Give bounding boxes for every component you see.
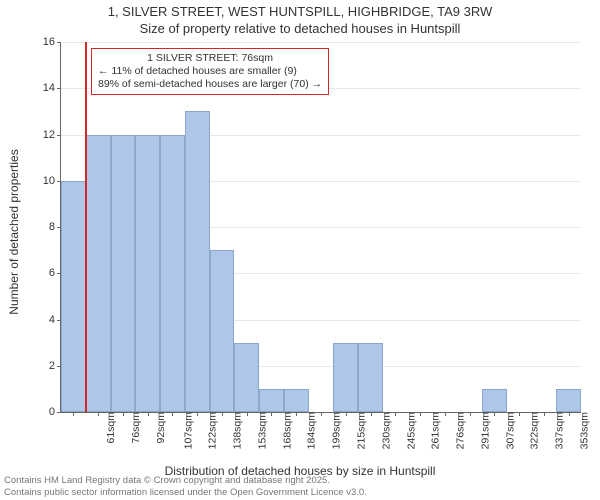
histogram-bar [284,389,309,412]
x-tick-label: 138sqm [228,412,244,449]
x-tick-mark [172,412,173,416]
y-tick-label: 8 [49,221,61,233]
x-tick-mark [197,412,198,416]
x-tick-label: 92sqm [151,412,167,444]
chart-titles: 1, SILVER STREET, WEST HUNTSPILL, HIGHBR… [0,0,600,38]
footer: Contains HM Land Registry data © Crown c… [0,473,600,500]
x-tick-mark [123,412,124,416]
x-tick-mark [271,412,272,416]
y-tick-label: 6 [49,267,61,279]
annotation-box: 1 SILVER STREET: 76sqm ← 11% of detached… [91,48,329,95]
x-tick-label: 61sqm [101,412,117,444]
annotation-line3: 89% of semi-detached houses are larger (… [98,78,322,91]
x-tick-label: 168sqm [277,412,293,449]
x-tick-label: 199sqm [327,412,343,449]
property-marker-line [85,42,87,412]
x-tick-mark [494,412,495,416]
x-tick-label: 230sqm [376,412,392,449]
plot-area: 024681012141661sqm76sqm92sqm107sqm122sqm… [60,42,581,413]
x-tick-label: 122sqm [203,412,219,449]
histogram-bar [86,135,111,413]
title-address: 1, SILVER STREET, WEST HUNTSPILL, HIGHBR… [0,4,600,21]
histogram-bar [333,343,358,412]
histogram-bar [160,135,185,413]
x-tick-mark [371,412,372,416]
footer-line1: Contains HM Land Registry data © Crown c… [4,475,596,486]
x-tick-mark [98,412,99,416]
histogram-bar [61,181,86,412]
y-tick-label: 16 [43,36,61,48]
chart-container: 1, SILVER STREET, WEST HUNTSPILL, HIGHBR… [0,0,600,500]
histogram-bar [135,135,160,413]
x-tick-label: 307sqm [500,412,516,449]
y-tick-label: 12 [43,129,61,141]
x-tick-label: 76sqm [126,412,142,444]
histogram-bar [185,111,210,412]
histogram-bar [259,389,284,412]
footer-line2: Contains public sector information licen… [4,487,596,498]
y-axis-label: Number of detached properties [7,149,21,314]
x-tick-mark [73,412,74,416]
x-tick-label: 153sqm [253,412,269,449]
y-tick-label: 0 [49,406,61,418]
x-tick-label: 215sqm [352,412,368,449]
histogram-bar [234,343,259,412]
x-tick-mark [222,412,223,416]
x-tick-mark [519,412,520,416]
x-tick-label: 353sqm [575,412,591,449]
x-tick-mark [321,412,322,416]
histogram-bar [482,389,507,412]
x-tick-mark [544,412,545,416]
x-tick-mark [395,412,396,416]
gridline [61,42,581,43]
x-tick-label: 276sqm [451,412,467,449]
x-tick-mark [470,412,471,416]
x-tick-mark [445,412,446,416]
annotation-line1: 1 SILVER STREET: 76sqm [98,52,322,65]
x-tick-label: 107sqm [178,412,194,449]
x-tick-mark [420,412,421,416]
histogram-bar [358,343,383,412]
histogram-bar [210,250,235,412]
x-tick-label: 261sqm [426,412,442,449]
x-tick-mark [247,412,248,416]
x-tick-label: 184sqm [302,412,318,449]
x-tick-mark [148,412,149,416]
histogram-bar [111,135,136,413]
annotation-line2: ← 11% of detached houses are smaller (9) [98,65,322,78]
x-tick-label: 291sqm [475,412,491,449]
x-tick-mark [569,412,570,416]
y-tick-label: 4 [49,314,61,326]
x-tick-label: 245sqm [401,412,417,449]
y-tick-label: 14 [43,82,61,94]
x-tick-label: 322sqm [525,412,541,449]
title-subtitle: Size of property relative to detached ho… [0,21,600,38]
y-tick-label: 2 [49,360,61,372]
x-tick-mark [296,412,297,416]
x-tick-label: 337sqm [550,412,566,449]
y-tick-label: 10 [43,175,61,187]
histogram-bar [556,389,581,412]
x-tick-mark [346,412,347,416]
